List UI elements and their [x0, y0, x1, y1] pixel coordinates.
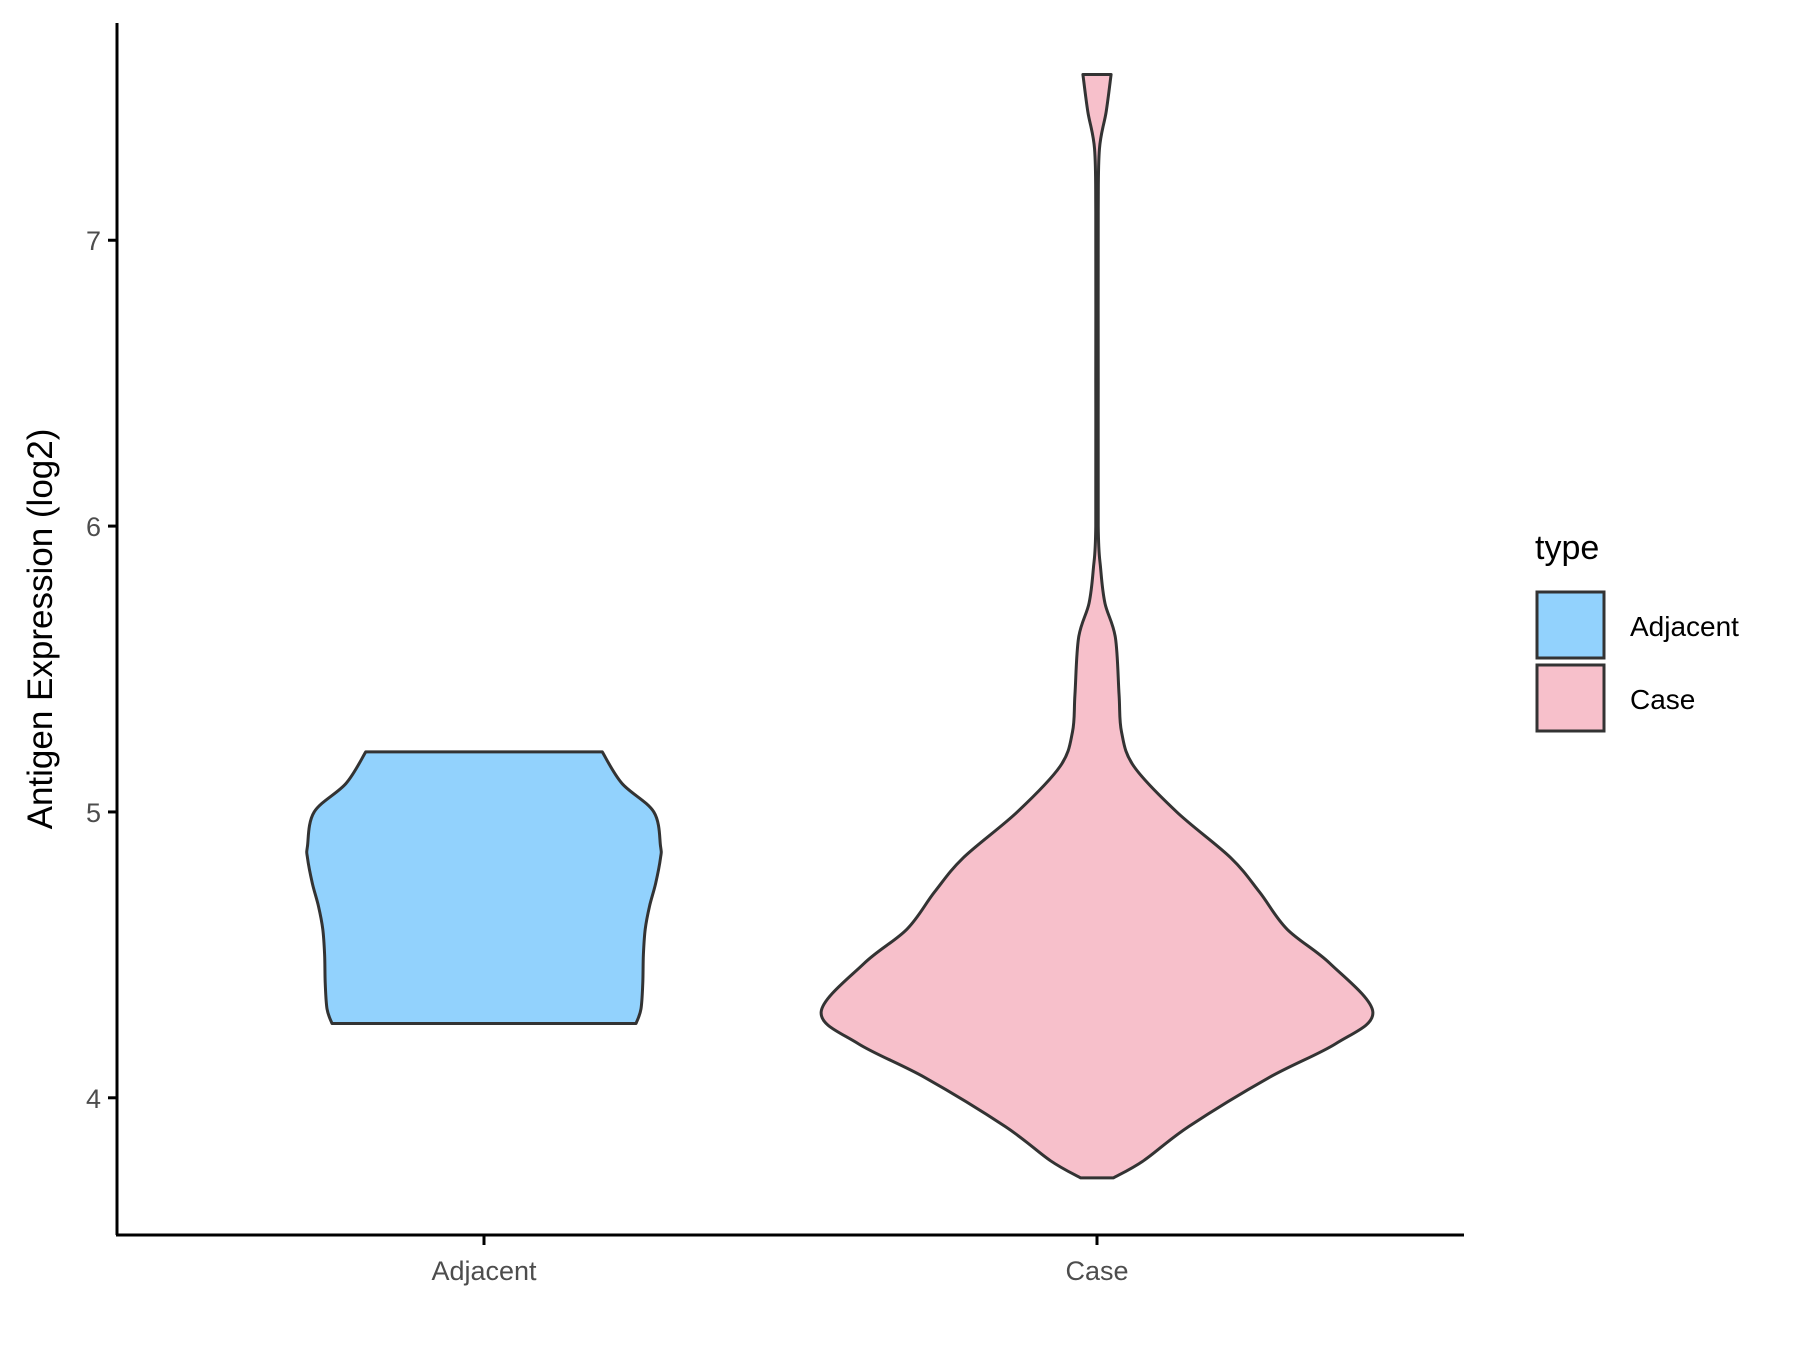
x-ticks: Adjacent Case [431, 1235, 1129, 1286]
legend-swatch-adjacent [1535, 590, 1606, 660]
violins [305, 72, 1375, 1180]
x-tick-label: Adjacent [431, 1256, 537, 1286]
legend-label-case: Case [1630, 684, 1695, 715]
legend: type Adjacent Case [1535, 529, 1739, 733]
violin-adjacent [305, 750, 663, 1025]
legend-label-adjacent: Adjacent [1630, 611, 1739, 642]
y-ticks: 4 5 6 7 [86, 226, 117, 1114]
y-axis-title: Antigen Expression (log2) [21, 429, 60, 830]
y-tick-label: 7 [86, 226, 101, 256]
y-tick-label: 6 [86, 512, 101, 542]
y-tick-label: 4 [86, 1084, 101, 1114]
legend-title: type [1535, 529, 1599, 567]
x-tick-label: Case [1065, 1256, 1128, 1286]
legend-swatch-case [1535, 663, 1606, 733]
violin-case [819, 72, 1375, 1180]
y-tick-label: 5 [86, 798, 101, 828]
